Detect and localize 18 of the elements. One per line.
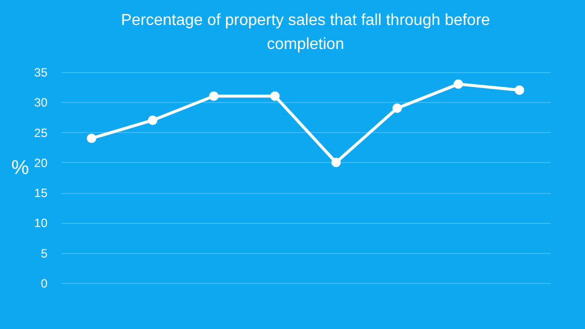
y-axis-title: % xyxy=(11,157,30,179)
chart-title: Percentage of property sales that fall through before completion xyxy=(120,12,490,53)
point xyxy=(148,115,158,125)
y-tick-label: 10 xyxy=(34,216,48,230)
point xyxy=(270,91,280,101)
point xyxy=(514,85,524,95)
point xyxy=(454,79,464,89)
y-tick-label: 0 xyxy=(40,276,48,290)
y-tick-label: 25 xyxy=(34,126,48,140)
y-tick-label: 20 xyxy=(34,156,48,170)
y-tick-label: 35 xyxy=(34,66,48,80)
y-tick-label: 5 xyxy=(40,246,48,260)
point xyxy=(331,158,341,168)
point xyxy=(209,91,219,101)
y-tick-label: 15 xyxy=(34,186,48,200)
point xyxy=(392,103,402,113)
y-tick-label: 30 xyxy=(34,96,48,110)
point xyxy=(86,134,96,144)
